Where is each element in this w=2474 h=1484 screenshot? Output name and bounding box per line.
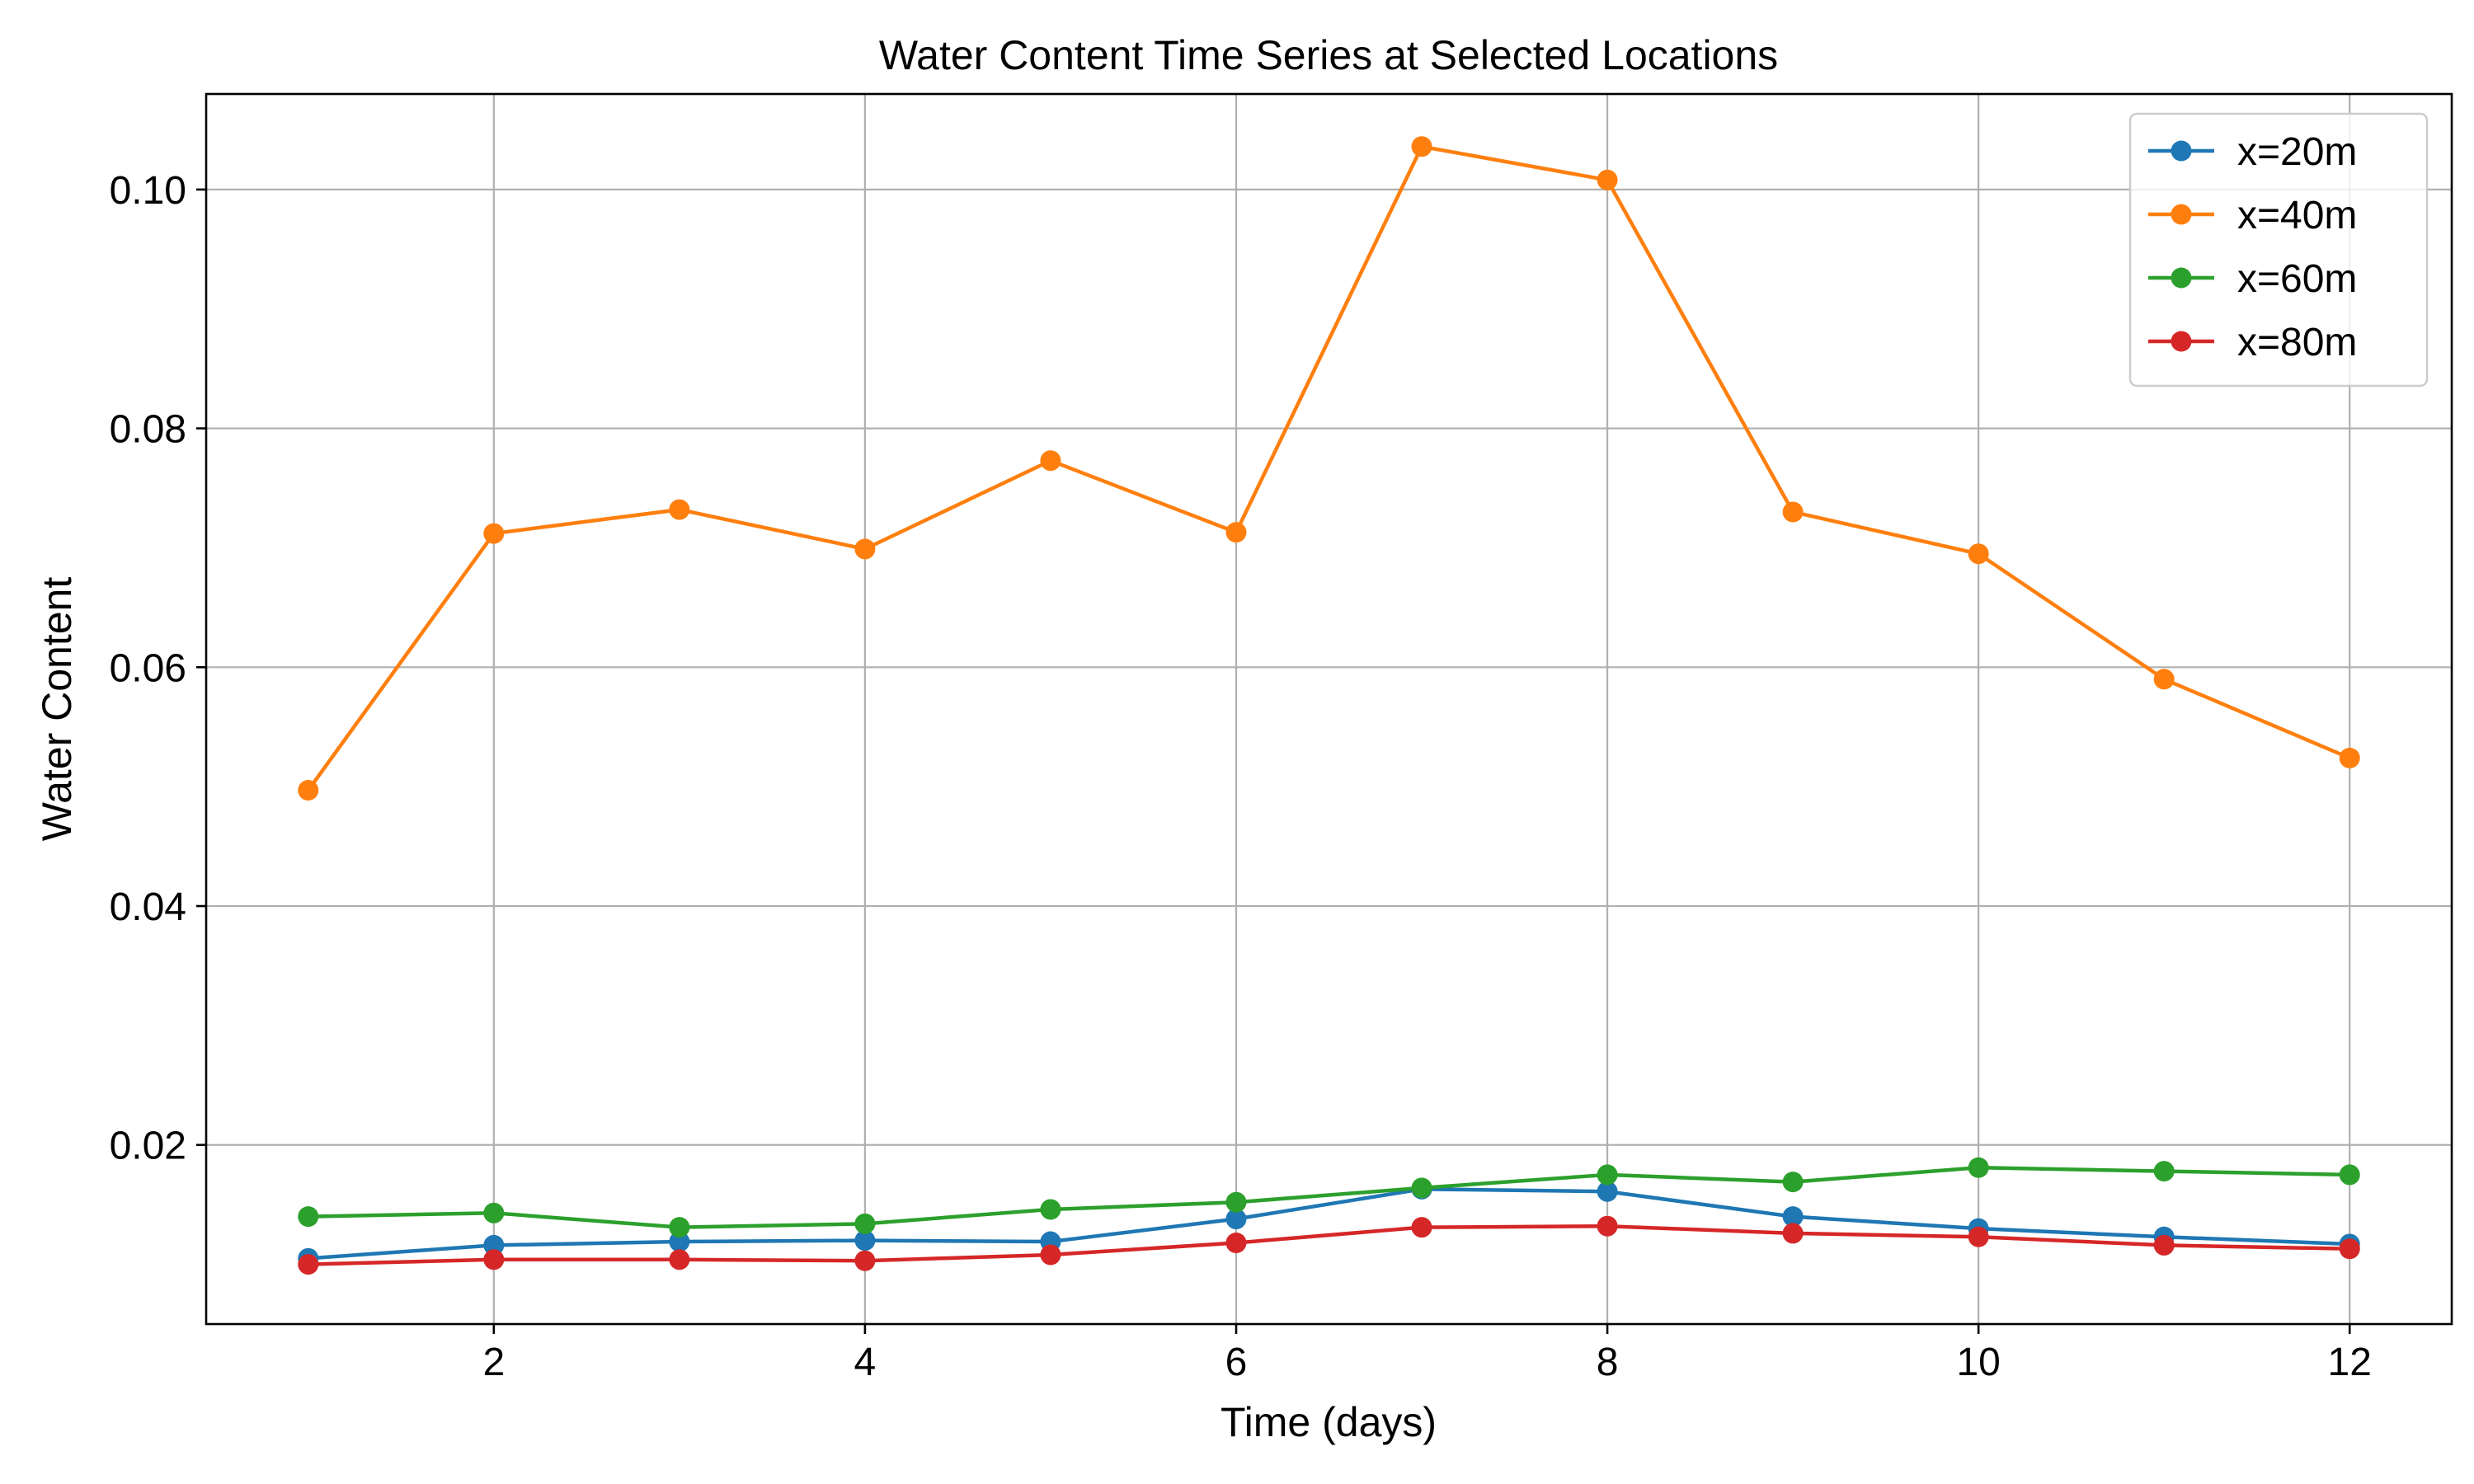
data-point xyxy=(1225,1232,1247,1253)
series-line xyxy=(306,144,2351,791)
data-point xyxy=(669,1231,690,1252)
chart-title: Water Content Time Series at Selected Lo… xyxy=(879,32,1778,78)
x-tick-label: 8 xyxy=(1597,1341,1619,1384)
data-point xyxy=(1968,543,1989,565)
y-axis-label: Water Content xyxy=(34,577,80,842)
data-point xyxy=(1411,1217,1432,1238)
x-axis-label: Time (days) xyxy=(1221,1399,1437,1445)
y-tick-label: 0.06 xyxy=(110,646,186,690)
series-x=20m xyxy=(298,1178,2360,1269)
data-point xyxy=(1597,1215,1618,1237)
data-point xyxy=(2339,747,2360,768)
legend-item: x=40m xyxy=(2148,194,2357,237)
legend-item: x=80m xyxy=(2148,321,2357,364)
legend-marker xyxy=(2171,204,2192,225)
data-point xyxy=(1040,1199,1061,1220)
data-point xyxy=(1225,522,1247,543)
data-point xyxy=(669,1249,690,1270)
legend-marker xyxy=(2171,267,2192,289)
data-point xyxy=(2153,1234,2175,1256)
legend-marker xyxy=(2171,331,2192,352)
data-point xyxy=(854,1213,876,1234)
series-line xyxy=(308,1165,2350,1229)
data-point xyxy=(1225,1191,1247,1213)
legend-box xyxy=(2128,112,2429,387)
x-tick-label: 6 xyxy=(1225,1341,1248,1384)
legend-item: x=60m xyxy=(2148,257,2357,301)
x-tick-label: 12 xyxy=(2328,1341,2372,1384)
y-tick-label: 0.04 xyxy=(110,885,186,929)
legend-label: x=60m xyxy=(2237,257,2357,301)
y-tick-label: 0.02 xyxy=(110,1125,186,1168)
data-point xyxy=(1411,1177,1432,1199)
data-point xyxy=(1968,1157,1989,1178)
data-point xyxy=(298,1206,319,1228)
data-point xyxy=(2339,1238,2360,1260)
legend: x=20m x=40m x=60m x=80m xyxy=(2128,112,2429,387)
x-tick-label: 10 xyxy=(1956,1341,2000,1384)
data-point xyxy=(483,1234,505,1256)
legend-marker xyxy=(2171,140,2192,162)
data-point xyxy=(1782,1172,1804,1193)
data-point xyxy=(854,538,876,560)
data-point xyxy=(2153,669,2175,690)
data-point xyxy=(854,1250,876,1271)
legend-label: x=40m xyxy=(2237,194,2357,237)
data-point xyxy=(1597,1181,1618,1202)
data-point xyxy=(298,1254,319,1275)
data-point xyxy=(1782,501,1804,523)
y-tick-label: 0.08 xyxy=(110,408,186,452)
data-point xyxy=(2153,1161,2175,1182)
legend-label: x=80m xyxy=(2237,321,2357,364)
grid-layer xyxy=(206,94,2452,1324)
data-point xyxy=(669,1217,690,1238)
series-layer xyxy=(298,136,2360,1275)
data-point xyxy=(483,523,505,544)
series-x=60m xyxy=(298,1157,2360,1238)
data-point xyxy=(1597,1164,1618,1186)
data-point xyxy=(1968,1226,1989,1247)
data-point xyxy=(2339,1164,2360,1186)
data-point xyxy=(1597,169,1618,190)
data-point xyxy=(1782,1223,1804,1244)
series-line xyxy=(308,1223,2350,1266)
data-point xyxy=(854,1230,876,1252)
data-point xyxy=(1411,136,1432,157)
data-point xyxy=(1040,450,1061,472)
x-tick-label: 4 xyxy=(854,1341,877,1384)
x-tick-label: 2 xyxy=(482,1341,505,1384)
series-line xyxy=(308,1187,2350,1261)
legend-item: x=20m xyxy=(2148,130,2357,174)
data-point xyxy=(483,1202,505,1223)
series-x=40m xyxy=(298,136,2360,801)
data-point xyxy=(1782,1206,1804,1228)
y-tick-label: 0.10 xyxy=(110,169,186,213)
data-point xyxy=(483,1249,505,1270)
plot-frame xyxy=(205,92,2453,1326)
tick-layer: 2 4 6 8 10 12 0.02 0.04 0.06 0.08 0.10 xyxy=(110,169,2372,1384)
data-point xyxy=(1225,1209,1247,1230)
data-point xyxy=(1040,1244,1061,1266)
data-point xyxy=(298,780,319,801)
series-x=80m xyxy=(298,1215,2360,1275)
data-point xyxy=(669,499,690,520)
legend-label: x=20m xyxy=(2237,130,2357,174)
